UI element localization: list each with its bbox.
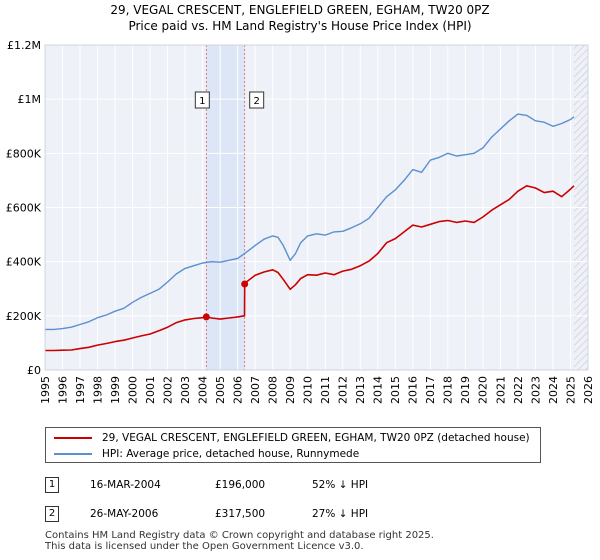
sale-hpi-diff: 52% ↓ HPI — [312, 479, 369, 491]
x-tick-label: 1996 — [56, 376, 69, 404]
footer-licence: This data is licensed under the Open Gov… — [45, 541, 364, 552]
legend-item-property: 29, VEGAL CRESCENT, ENGLEFIELD GREEN, EG… — [46, 430, 530, 446]
x-tick-label: 2026 — [582, 376, 595, 404]
sale-badge: 1 — [45, 477, 59, 493]
x-tick-label: 2006 — [232, 376, 245, 404]
x-tick-label: 2004 — [196, 376, 209, 404]
sale-badge: 2 — [45, 506, 59, 522]
x-tick-label: 2021 — [494, 376, 507, 404]
x-tick-label: 2017 — [424, 376, 437, 404]
legend: 29, VEGAL CRESCENT, ENGLEFIELD GREEN, EG… — [45, 427, 541, 463]
sale-callout-label: 1 — [199, 96, 205, 107]
plot-border — [44, 44, 589, 371]
sale-hpi-diff: 27% ↓ HPI — [312, 508, 369, 520]
table-row: 2 26-MAY-2006 £317,500 27% ↓ HPI — [45, 506, 465, 524]
sale-date: 26-MAY-2006 — [90, 508, 159, 520]
y-tick-label: £200K — [6, 310, 42, 323]
sale-callout-box — [249, 91, 265, 109]
chart-title: 29, VEGAL CRESCENT, ENGLEFIELD GREEN, EG… — [110, 3, 489, 17]
sale-point — [202, 313, 210, 321]
sale-callout-label: 2 — [253, 96, 259, 107]
x-tick-label: 2018 — [442, 376, 455, 404]
x-tick-label: 2015 — [389, 376, 402, 404]
x-tick-label: 2001 — [144, 376, 157, 404]
legend-label-property: 29, VEGAL CRESCENT, ENGLEFIELD GREEN, EG… — [102, 432, 530, 444]
sale-point — [241, 280, 249, 288]
legend-swatch-hpi — [54, 453, 92, 455]
property-price-line — [45, 185, 575, 352]
x-tick-label: 1999 — [109, 376, 122, 404]
x-tick-label: 2005 — [214, 376, 227, 404]
x-tick-label: 2014 — [372, 376, 385, 404]
y-tick-label: £600K — [6, 202, 42, 215]
y-tick-label: £1M — [18, 93, 42, 106]
x-tick-label: 1995 — [39, 376, 52, 404]
x-tick-label: 2025 — [564, 376, 577, 404]
hpi-line — [45, 113, 575, 331]
y-tick-label: £800K — [6, 147, 42, 160]
legend-item-hpi: HPI: Average price, detached house, Runn… — [46, 446, 359, 462]
legend-swatch-property — [54, 437, 92, 439]
y-tick-label: £400K — [6, 256, 42, 269]
x-tick-label: 2003 — [179, 376, 192, 404]
sale-date: 16-MAR-2004 — [90, 479, 161, 491]
sale-price: £196,000 — [215, 479, 266, 491]
x-tick-label: 2010 — [302, 376, 315, 404]
y-tick-label: £1.2M — [7, 39, 41, 52]
sale-price: £317,500 — [215, 508, 266, 520]
y-tick-label: £0 — [27, 364, 41, 377]
chart-subtitle: Price paid vs. HM Land Registry's House … — [128, 19, 471, 33]
x-tick-label: 2009 — [284, 376, 297, 404]
x-tick-label: 2011 — [319, 376, 332, 404]
x-tick-label: 2022 — [512, 376, 525, 404]
x-tick-label: 1998 — [91, 376, 104, 404]
sale-callout-box — [194, 91, 210, 109]
x-tick-label: 2013 — [354, 376, 367, 404]
x-tick-label: 1997 — [74, 376, 87, 404]
footer: Contains HM Land Registry data © Crown c… — [45, 530, 434, 552]
x-tick-label: 2000 — [126, 376, 139, 404]
x-tick-label: 2019 — [459, 376, 472, 404]
x-tick-label: 2002 — [161, 376, 174, 404]
x-tick-label: 2016 — [407, 376, 420, 404]
x-tick-label: 2024 — [547, 376, 560, 404]
price-chart: 29, VEGAL CRESCENT, ENGLEFIELD GREEN, EG… — [6, 3, 595, 404]
x-tick-label: 2020 — [477, 376, 490, 404]
x-tick-label: 2023 — [529, 376, 542, 404]
x-tick-label: 2012 — [337, 376, 350, 404]
footer-copyright: Contains HM Land Registry data © Crown c… — [45, 530, 434, 541]
legend-label-hpi: HPI: Average price, detached house, Runn… — [102, 448, 360, 460]
table-row: 1 16-MAR-2004 £196,000 52% ↓ HPI — [45, 477, 465, 495]
x-tick-label: 2008 — [267, 376, 280, 404]
x-tick-label: 2007 — [249, 376, 262, 404]
